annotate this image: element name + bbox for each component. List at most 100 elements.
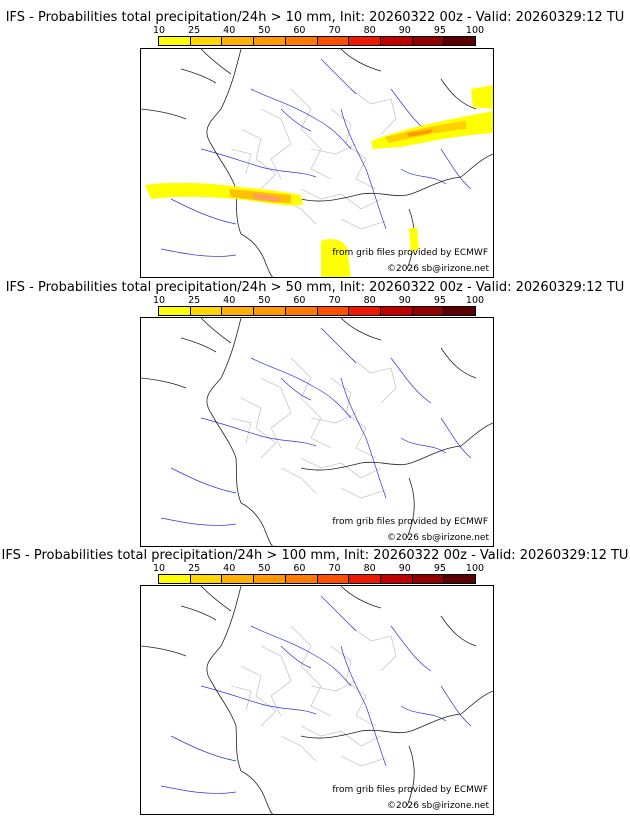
colorbar-tick-label: 40 — [223, 25, 236, 36]
rivers-line — [390, 625, 432, 672]
rivers-line — [200, 685, 317, 715]
panel-title: IFS - Probabilities total precipitation/… — [5, 280, 625, 295]
colorbar-tick-label: 80 — [363, 295, 376, 306]
colorbar-tick-label: 60 — [293, 25, 306, 36]
colorbar-swatch — [412, 37, 445, 45]
admin-borders-line — [330, 377, 377, 459]
colorbar-swatch — [254, 575, 286, 583]
coastline-borders-line — [340, 318, 382, 341]
colorbar-tick-label: 90 — [398, 295, 411, 306]
coastline-borders-line — [180, 586, 232, 621]
admin-borders-line — [290, 625, 332, 717]
coastline-borders-line — [440, 615, 477, 647]
coastline-borders-line — [141, 108, 187, 120]
colorbar-tick-label: 100 — [465, 25, 485, 36]
rivers-line — [160, 248, 237, 257]
colorbar-tick-label: 50 — [258, 295, 271, 306]
admin-borders-line — [350, 88, 397, 135]
colorbar-tick-label: 25 — [188, 25, 201, 36]
colorbar-swatch — [190, 307, 223, 315]
colorbar-swatch — [159, 37, 191, 45]
colorbar-tick-label: 95 — [433, 295, 446, 306]
colorbar-labels: 10 25 40 50 60 70 80 90 95 100 — [153, 295, 484, 307]
coastline-borders-line — [206, 586, 242, 772]
admin-borders-line — [280, 467, 317, 494]
colorbar-swatch — [190, 575, 223, 583]
map-svg — [141, 49, 493, 277]
admin-borders-line — [280, 735, 317, 762]
rivers-line — [400, 437, 447, 454]
coastline-borders-line — [206, 49, 242, 235]
colorbar-tick-label: 10 — [152, 295, 166, 306]
colorbar-tick-label: 40 — [223, 295, 236, 306]
coastline-borders-line — [460, 422, 493, 447]
coastline-borders-line — [141, 377, 187, 389]
map-panel-50mm: IFS - Probabilities total precipitation/… — [0, 280, 630, 550]
colorbar-labels: 10 25 40 50 60 70 80 90 95 100 — [153, 25, 484, 37]
admin-borders-line — [240, 397, 277, 459]
precip-overlay — [145, 85, 493, 277]
colorbar-tick-label: 70 — [328, 25, 341, 36]
colorbar-swatch — [444, 575, 476, 583]
colorbar-tick-label: 100 — [465, 295, 485, 306]
rivers-line — [340, 645, 387, 767]
rivers-line — [440, 685, 472, 727]
colorbar-tick-label: 70 — [328, 295, 341, 306]
credit-text: from grib files provided by ECMWF — [332, 785, 488, 795]
colorbar-swatch — [222, 575, 255, 583]
colorbar-tick-label: 25 — [188, 563, 201, 574]
colorbar-tick-label: 25 — [188, 295, 201, 306]
panel-title: IFS - Probabilities total precipitation/… — [1, 548, 629, 563]
admin-borders-line — [300, 457, 382, 479]
rivers-line — [200, 417, 317, 447]
colorbar-swatch — [380, 575, 413, 583]
admin-borders-line — [230, 685, 252, 712]
admin-borders-line — [340, 218, 387, 230]
colorbar-swatch — [285, 575, 318, 583]
admin-borders-line — [290, 88, 332, 180]
coastline-borders-line — [340, 49, 382, 72]
colorbar-tick-label: 90 — [398, 25, 411, 36]
colorbar-swatch — [254, 307, 286, 315]
colorbar-swatch — [317, 307, 350, 315]
coastline-borders-line — [460, 153, 493, 178]
rivers-line — [280, 108, 312, 132]
admin-borders-line — [350, 357, 397, 404]
admin-borders-line — [300, 725, 382, 747]
colorbar-tick-label: 95 — [433, 563, 446, 574]
rivers-line — [280, 645, 312, 669]
colorbar-swatch — [159, 575, 191, 583]
admin-borders-line — [230, 148, 252, 175]
colorbar-swatch — [444, 37, 476, 45]
admin-borders-line — [350, 625, 397, 672]
colorbar-swatch — [412, 575, 445, 583]
copyright-text: ©2026 sb@irizone.net — [387, 264, 489, 274]
colorbar-swatch — [380, 37, 413, 45]
rivers-line — [250, 88, 352, 150]
colorbar-swatch — [349, 37, 381, 45]
colorbar-tick-label: 90 — [398, 563, 411, 574]
colorbar — [158, 36, 476, 46]
rivers-line — [250, 625, 352, 687]
rivers-line — [170, 198, 237, 225]
copyright-text: ©2026 sb@irizone.net — [387, 801, 489, 811]
admin-borders-line — [290, 357, 332, 449]
precip-area-alps-max — [407, 129, 433, 137]
coastline-borders-line — [141, 645, 187, 657]
precip-area-pyrenees-max — [253, 193, 281, 202]
map-panel-10mm: IFS - Probabilities total precipitation/… — [0, 10, 630, 280]
rivers-line — [400, 168, 447, 185]
precip-area-north-east — [471, 85, 493, 109]
admin-borders-line — [260, 108, 292, 180]
colorbar — [158, 306, 476, 316]
rivers-line — [170, 735, 237, 762]
colorbar-swatch — [222, 37, 255, 45]
coastline-borders-line — [440, 347, 477, 379]
coastline-borders-line — [240, 233, 274, 277]
rivers-line — [320, 58, 357, 95]
coastline-borders-line — [406, 477, 415, 539]
colorbar-tick-label: 50 — [258, 25, 271, 36]
admin-borders-line — [330, 645, 377, 727]
coastline-borders-line — [206, 318, 242, 504]
colorbar-swatch — [349, 575, 381, 583]
